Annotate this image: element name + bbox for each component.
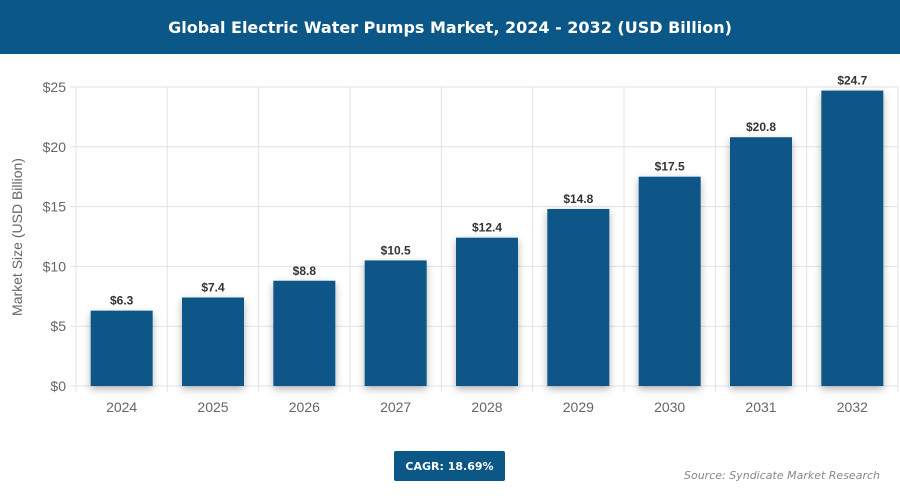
data-label: $20.8 <box>746 120 776 134</box>
x-tick-label: 2032 <box>837 399 868 415</box>
bar-2027 <box>364 260 427 386</box>
bar-2029 <box>547 208 610 386</box>
bar-2028 <box>456 237 518 386</box>
source-note: Source: Syndicate Market Research <box>684 469 880 482</box>
y-tick-label: $10 <box>43 258 67 274</box>
bar-2030 <box>638 176 701 386</box>
cagr-badge: CAGR: 18.69% <box>394 451 505 481</box>
data-label: $7.4 <box>201 280 225 294</box>
data-label: $24.7 <box>837 74 867 88</box>
x-tick-label: 2024 <box>106 399 137 415</box>
data-label: $12.4 <box>472 221 502 235</box>
y-tick-label: $5 <box>50 318 66 334</box>
y-tick-label: $20 <box>43 139 67 155</box>
x-tick-label: 2026 <box>289 399 320 415</box>
y-tick-label: $25 <box>43 79 67 95</box>
data-label: $8.8 <box>293 264 317 278</box>
bar-2025 <box>182 297 244 386</box>
data-label: $10.5 <box>381 243 411 257</box>
y-axis-label: Market Size (USD Billion) <box>9 158 25 316</box>
data-label: $6.3 <box>110 294 134 308</box>
x-tick-label: 2031 <box>745 399 776 415</box>
bar-2031 <box>730 137 792 386</box>
chart-title: Global Electric Water Pumps Market, 2024… <box>0 0 900 54</box>
data-label: $17.5 <box>655 160 685 174</box>
bar-2024 <box>90 310 153 386</box>
x-tick-label: 2025 <box>197 399 228 415</box>
bar-2026 <box>273 280 336 386</box>
x-tick-label: 2028 <box>471 399 502 415</box>
x-tick-label: 2030 <box>654 399 685 415</box>
data-label: $14.8 <box>563 192 593 206</box>
x-tick-label: 2029 <box>563 399 594 415</box>
y-tick-label: $15 <box>43 199 67 215</box>
y-tick-label: $0 <box>50 378 66 394</box>
x-tick-label: 2027 <box>380 399 411 415</box>
bar-2032 <box>821 90 884 386</box>
